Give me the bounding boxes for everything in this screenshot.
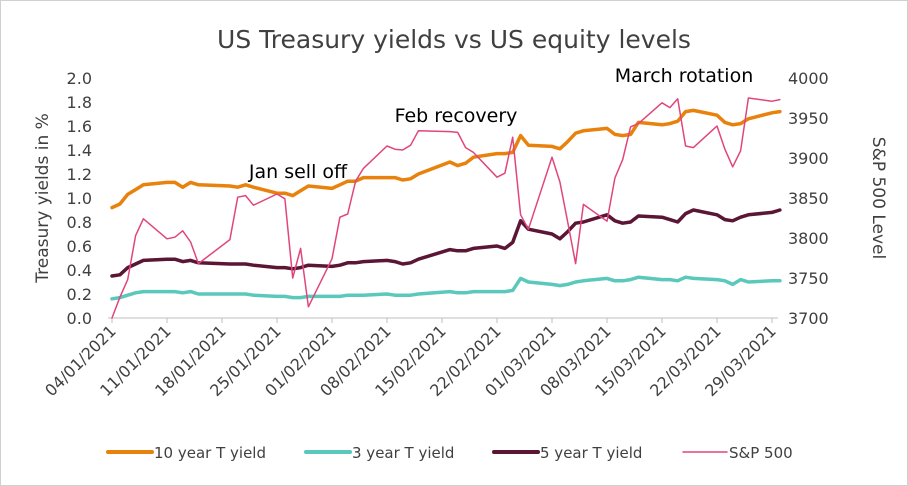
series-line-sp-500	[111, 97, 781, 319]
y2-tick-label: 4000	[788, 69, 829, 88]
y2-tick-label: 3950	[788, 109, 829, 128]
series-line-5-year-t-yield	[110, 208, 782, 278]
series-line-10-year-t-yield	[110, 108, 782, 210]
y2-axis-label: S&P 500 Level	[868, 137, 888, 259]
y-tick-label: 1.8	[67, 93, 92, 112]
y-tick-label: 1.6	[67, 117, 92, 136]
x-axis-ticks: 04/01/202111/01/202118/01/202125/01/2021…	[41, 318, 780, 400]
y2-tick-label: 3750	[788, 269, 829, 288]
chart-title: US Treasury yields vs US equity levels	[217, 25, 691, 54]
annotation-march-rotation: March rotation	[615, 65, 753, 87]
legend-label: S&P 500	[729, 444, 793, 462]
series-layer	[110, 97, 782, 319]
y-tick-label: 0.6	[67, 237, 92, 256]
y2-tick-label: 3900	[788, 149, 829, 168]
legend-label: 5 year T yield	[540, 444, 642, 462]
legend: 10 year T yield 3 year T yield 5 year T yi…	[106, 444, 793, 462]
series-line-3-year-t-yield	[110, 275, 782, 301]
y2-tick-label: 3700	[788, 309, 829, 328]
y-tick-label: 1.2	[67, 165, 92, 184]
legend-label: 3 year T yield	[352, 444, 454, 462]
y-tick-label: 1.0	[67, 189, 92, 208]
y-tick-label: 1.4	[67, 141, 92, 160]
y-tick-label: 0.4	[67, 261, 92, 280]
y-tick-label: 0.2	[67, 285, 92, 304]
y2-tick-label: 3850	[788, 189, 829, 208]
annotation-feb-recovery: Feb recovery	[395, 105, 518, 127]
y-tick-label: 2.0	[67, 69, 92, 88]
annotation-jan-sell-off: Jan sell off	[248, 161, 348, 183]
y2-tick-label: 3800	[788, 229, 829, 248]
left-axis-ticks: 0.0 0.2 0.4 0.6 0.8 1.0 1.2 1.4 1.6 1.8 2.0	[67, 69, 92, 328]
legend-label: 10 year T yield	[154, 444, 266, 462]
y-tick-label: 0.0	[67, 309, 92, 328]
y-axis-label: Treasury yields in %	[33, 113, 53, 284]
right-axis-ticks: 3700 3750 3800 3850 3900 3950 4000	[788, 69, 829, 328]
y-tick-label: 0.8	[67, 213, 92, 232]
